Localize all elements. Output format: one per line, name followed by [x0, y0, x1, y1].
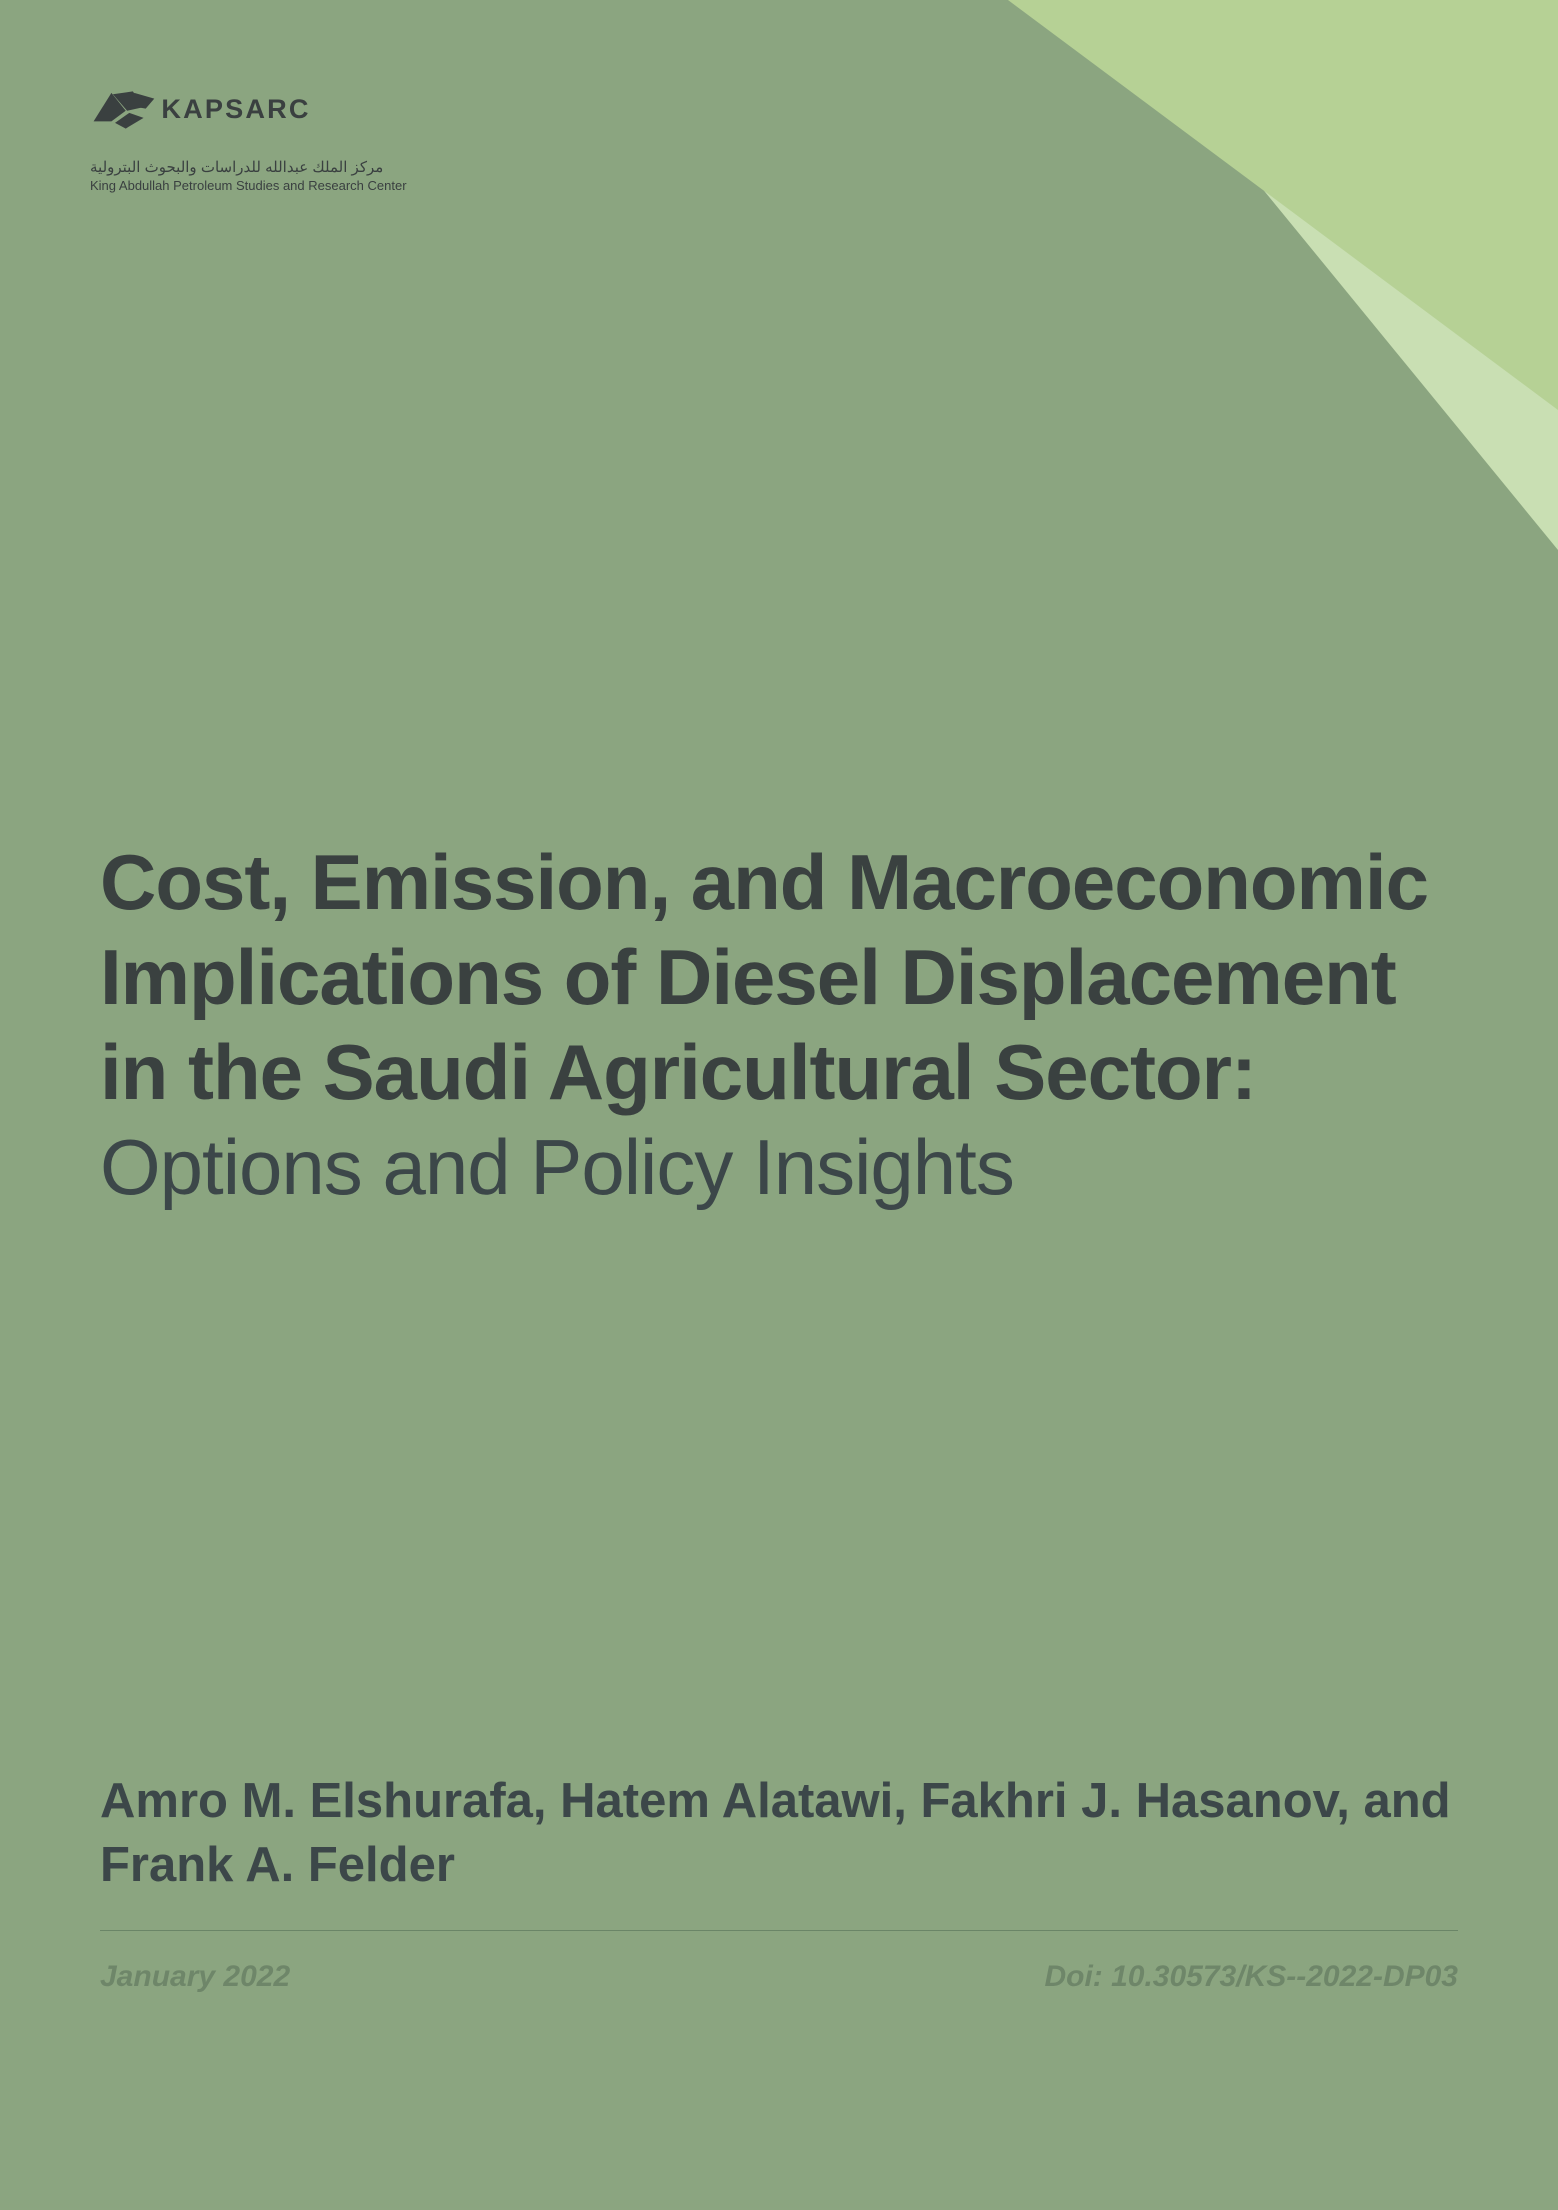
publication-date: January 2022 [100, 1960, 290, 1994]
logo-text-arabic: مركز الملك عبدالله للدراسات والبحوث البت… [90, 158, 407, 176]
authors-container: Amro M. Elshurafa, Hatem Alatawi, Fakhri… [100, 1770, 1458, 1897]
title-container: Cost, Emission, and Macroeconomic Implic… [100, 835, 1458, 1216]
authors: Amro M. Elshurafa, Hatem Alatawi, Fakhri… [100, 1770, 1458, 1897]
corner-triangle-light [1008, 0, 1558, 410]
kapsarc-logo-icon: KAPSARC [90, 75, 340, 150]
footer-container: January 2022 Doi: 10.30573/KS--2022-DP03 [100, 1960, 1458, 1994]
divider [100, 1930, 1458, 1931]
doi: Doi: 10.30573/KS--2022-DP03 [1044, 1960, 1458, 1994]
title-bold: Cost, Emission, and Macroeconomic Implic… [100, 838, 1428, 1116]
svg-text:KAPSARC: KAPSARC [161, 93, 310, 124]
logo-container: KAPSARC مركز الملك عبدالله للدراسات والب… [90, 75, 407, 193]
logo-text-sub: King Abdullah Petroleum Studies and Rese… [90, 178, 407, 193]
title-regular-text: Options and Policy Insights [100, 1123, 1014, 1211]
